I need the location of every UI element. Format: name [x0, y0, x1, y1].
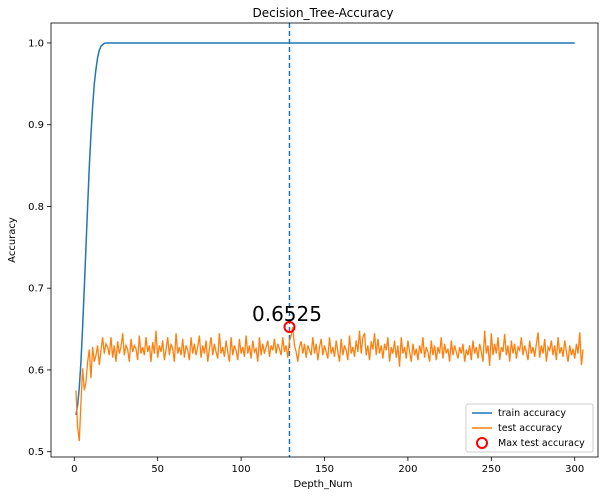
x-tick-label: 300 [565, 464, 584, 475]
y-tick-label: 0.5 [28, 447, 44, 458]
y-tick-label: 0.8 [28, 202, 44, 213]
series-test-accuracy [75, 326, 584, 442]
chart-title: Decision_Tree-Accuracy [253, 6, 394, 20]
legend-box [465, 403, 594, 453]
y-tick-label: 0.6 [28, 365, 44, 376]
legend-max-marker [476, 437, 488, 449]
plot-frame [50, 22, 599, 458]
plot-series [75, 23, 584, 457]
x-tick-label: 50 [151, 464, 164, 475]
x-tick-label: 150 [315, 464, 334, 475]
max-value-annotation: 0.6525 [252, 302, 322, 326]
max-test-accuracy-marker [283, 321, 296, 334]
y-tick-label: 0.9 [28, 120, 44, 131]
legend-train-label: train accuracy [498, 408, 566, 419]
legend-max-label: Max test accuracy [498, 438, 585, 449]
legend-test-label: test accuracy [498, 423, 563, 434]
y-axis-label: Accuracy [7, 217, 18, 263]
x-tick-label: 200 [398, 464, 417, 475]
x-axis-label: Depth_Num [293, 479, 352, 490]
x-tick-label: 100 [232, 464, 251, 475]
x-tick-label: 250 [482, 464, 501, 475]
y-axis: 0.5 0.6 0.7 0.8 0.9 1.0 [28, 38, 51, 458]
y-tick-label: 1.0 [28, 38, 44, 49]
series-train-accuracy [75, 42, 575, 416]
x-tick-label: 0 [71, 464, 77, 475]
y-tick-label: 0.7 [28, 284, 44, 295]
plot-area [51, 23, 598, 457]
x-axis: 0 50 100 150 200 250 300 [71, 457, 584, 475]
legend: train accuracy test accuracy Max test ac… [465, 403, 594, 453]
